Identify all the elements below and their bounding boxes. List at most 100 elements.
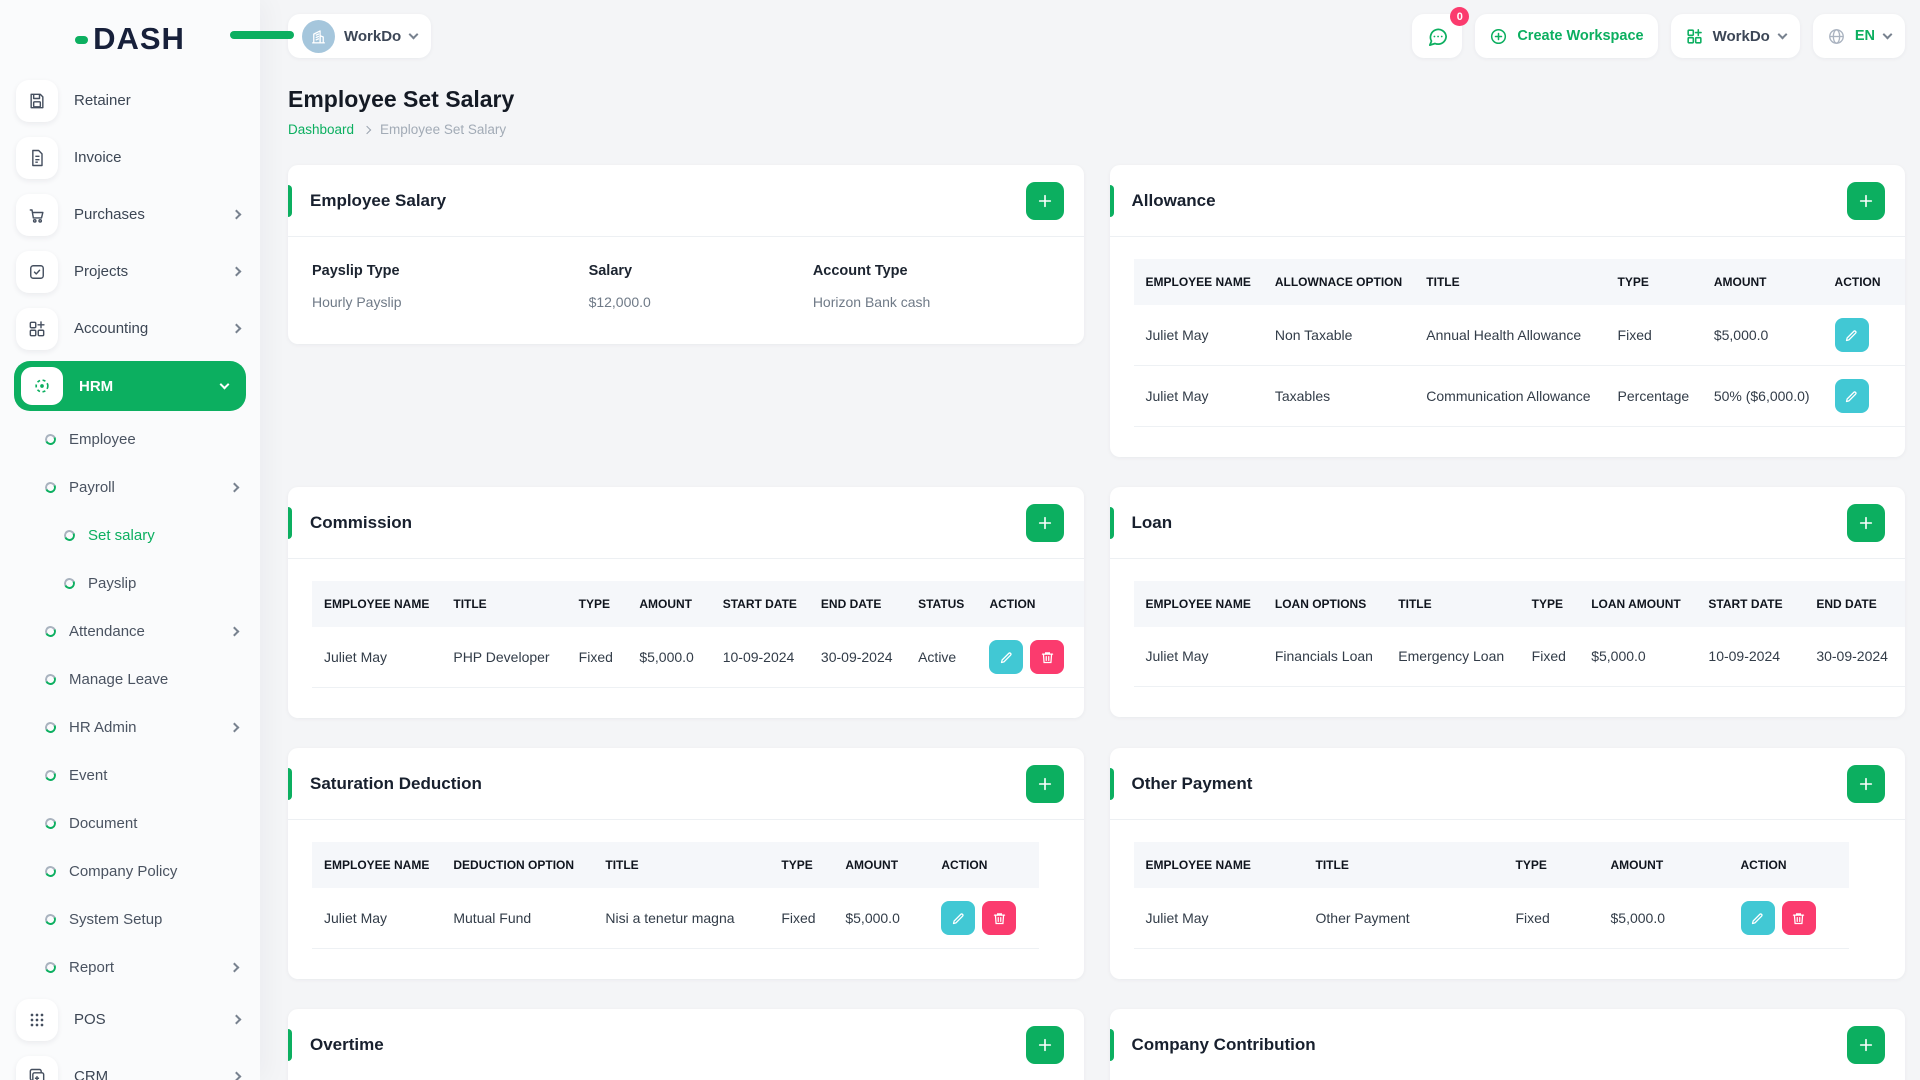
saturation-deduction-table: EMPLOYEE NAME DEDUCTION OPTION TITLE TYP…: [312, 842, 1040, 949]
create-workspace-button[interactable]: Create Workspace: [1475, 14, 1658, 58]
sidebar-item-label: Invoice: [74, 149, 122, 166]
delete-button[interactable]: [982, 901, 1017, 935]
company-contribution-card: Company Contribution: [1109, 1009, 1905, 1080]
allowance-table: EMPLOYEE NAME ALLOWNACE OPTION TITLE TYP…: [1133, 259, 1905, 427]
other-payment-table: EMPLOYEE NAME TITLE TYPE AMOUNT ACTION J…: [1133, 842, 1849, 949]
create-workspace-label: Create Workspace: [1517, 28, 1644, 44]
messages-button[interactable]: 0: [1412, 7, 1470, 58]
table-row: Juliet May PHP Developer Fixed $5,000.0 …: [312, 627, 1084, 688]
edit-button[interactable]: [989, 640, 1024, 674]
saturation-deduction-card: Saturation Deduction EMPLOYEE NAME DEDUC…: [288, 748, 1084, 979]
card-title: Saturation Deduction: [310, 773, 482, 793]
bullet-icon: [43, 911, 58, 927]
sidebar-item-report[interactable]: Report: [0, 943, 260, 991]
edit-button[interactable]: [1834, 379, 1869, 413]
edit-employee-salary-button[interactable]: [1025, 181, 1064, 220]
card-title: Allowance: [1131, 190, 1216, 210]
plus-icon: [1859, 1038, 1873, 1051]
pencil-icon: [1000, 651, 1012, 663]
sidebar-item-hrm[interactable]: HRM: [14, 361, 246, 411]
field-salary: Salary $12,000.0: [588, 263, 651, 310]
page-head: Employee Set Salary Dashboard Employee S…: [288, 86, 1905, 137]
sidebar-item-document[interactable]: Document: [0, 799, 260, 847]
loan-table-wrap: EMPLOYEE NAME LOAN OPTIONS TITLE TYPE LO…: [1110, 559, 1905, 717]
other-payment-table-wrap: EMPLOYEE NAME TITLE TYPE AMOUNT ACTION J…: [1110, 820, 1906, 979]
delete-button[interactable]: [1030, 640, 1065, 674]
sidebar-item-payslip[interactable]: Payslip: [0, 559, 260, 607]
add-overtime-button[interactable]: [1025, 1025, 1064, 1064]
commission-table-wrap: EMPLOYEE NAME TITLE TYPE AMOUNT START DA…: [288, 559, 1084, 718]
sidebar-item-hr-admin[interactable]: HR Admin: [0, 703, 260, 751]
chevron-right-icon: [229, 482, 240, 492]
other-payment-card: Other Payment EMPLOYEE NAME TITLE TYPE A…: [1109, 748, 1906, 979]
workspace-switcher[interactable]: WorkDo: [288, 14, 432, 58]
card-header: Overtime: [288, 1009, 1084, 1080]
add-loan-button[interactable]: [1847, 503, 1885, 542]
pencil-icon: [1845, 390, 1857, 402]
bullet-icon: [43, 431, 58, 447]
sidebar-item-system-setup[interactable]: System Setup: [0, 895, 260, 943]
messages-badge: 0: [1450, 7, 1470, 26]
sidebar-item-company-policy[interactable]: Company Policy: [0, 847, 260, 895]
bullet-icon: [43, 623, 58, 639]
sidebar-item-label: HRM: [79, 377, 114, 395]
sidebar-item-projects[interactable]: Projects: [0, 243, 260, 300]
card-title: Loan: [1131, 512, 1173, 532]
edit-button[interactable]: [941, 901, 976, 935]
sidebar-item-retainer[interactable]: Retainer: [0, 72, 260, 129]
sidebar-item-crm[interactable]: CRM: [0, 1048, 260, 1080]
apps-menu-button[interactable]: WorkDo: [1670, 14, 1800, 58]
invoice-file-icon: [16, 136, 58, 179]
sidebar-item-invoice[interactable]: Invoice: [0, 129, 260, 186]
chevron-down-icon: [219, 379, 230, 390]
add-other-payment-button[interactable]: [1847, 764, 1885, 803]
sidebar-item-label: POS: [74, 1011, 106, 1028]
bullet-icon: [62, 527, 77, 543]
sidebar-item-accounting[interactable]: Accounting: [0, 300, 260, 357]
topbar: WorkDo 0 Create Workspace WorkDo EN: [288, 0, 1905, 72]
table-row: Juliet May Other Payment Fixed $5,000.0: [1133, 888, 1849, 949]
add-saturation-deduction-button[interactable]: [1025, 764, 1064, 803]
sidebar-item-event[interactable]: Event: [0, 751, 260, 799]
status-text: Active: [906, 627, 978, 688]
breadcrumb: Dashboard Employee Set Salary: [288, 122, 1905, 137]
sidebar-item-employee[interactable]: Employee: [0, 415, 260, 463]
add-commission-button[interactable]: [1025, 503, 1064, 542]
plus-icon: [1038, 516, 1051, 529]
sidebar-item-purchases[interactable]: Purchases: [0, 186, 260, 243]
sidebar-nav: Retainer Invoice Purchases Projects: [0, 72, 260, 1080]
sidebar-item-manage-leave[interactable]: Manage Leave: [0, 655, 260, 703]
edit-button[interactable]: [1740, 901, 1775, 935]
table-header-row: EMPLOYEE NAME TITLE TYPE AMOUNT START DA…: [312, 581, 1084, 627]
trash-icon: [1792, 912, 1805, 924]
saturation-deduction-table-wrap: EMPLOYEE NAME DEDUCTION OPTION TITLE TYP…: [288, 820, 1084, 979]
add-allowance-button[interactable]: [1847, 181, 1885, 220]
hrm-target-icon: [21, 367, 63, 405]
card-header: Other Payment: [1109, 748, 1905, 820]
pencil-icon: [952, 912, 964, 924]
bullet-icon: [43, 959, 58, 975]
loan-table: EMPLOYEE NAME LOAN OPTIONS TITLE TYPE LO…: [1133, 581, 1905, 687]
sidebar-item-label: Retainer: [74, 92, 131, 109]
cards-grid: Employee Salary Payslip Type Hourly Pays…: [288, 165, 1905, 1080]
table-row: Juliet May Non Taxable Annual Health All…: [1133, 305, 1905, 366]
delete-button[interactable]: [1781, 901, 1816, 935]
sidebar-item-payroll[interactable]: Payroll: [0, 463, 260, 511]
add-company-contribution-button[interactable]: [1847, 1025, 1885, 1064]
bullet-icon: [43, 719, 58, 735]
grid-plus-icon: [16, 307, 58, 350]
field-payslip-type: Payslip Type Hourly Payslip: [312, 263, 402, 310]
plus-icon: [1038, 1038, 1051, 1051]
edit-button[interactable]: [1834, 318, 1869, 352]
card-title: Commission: [310, 512, 413, 532]
plus-icon: [1859, 194, 1873, 207]
sidebar-item-set-salary[interactable]: Set salary: [0, 511, 260, 559]
breadcrumb-dashboard-link[interactable]: Dashboard: [288, 122, 355, 137]
sidebar-item-pos[interactable]: POS: [0, 991, 260, 1048]
app-logo[interactable]: DASH: [0, 16, 294, 60]
chevron-right-icon: [229, 962, 240, 972]
sidebar-item-attendance[interactable]: Attendance: [0, 607, 260, 655]
language-menu-button[interactable]: EN: [1812, 14, 1905, 58]
sidebar-item-label: Accounting: [74, 320, 149, 337]
field-account-type: Account Type Horizon Bank cash: [812, 263, 931, 310]
